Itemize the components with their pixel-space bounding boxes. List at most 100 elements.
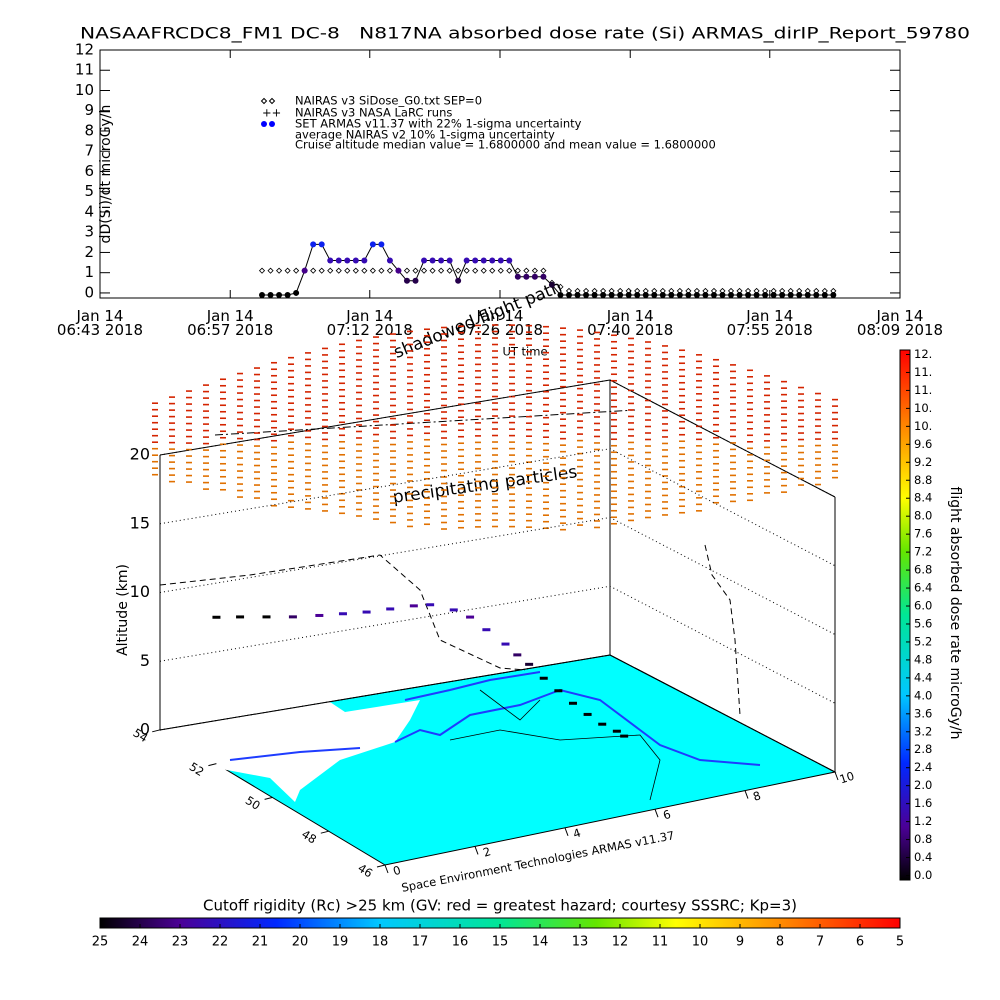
z-tick-label: 5	[140, 651, 150, 670]
dot-marker	[284, 291, 291, 298]
colorbar-tick-label: 10.	[914, 401, 932, 415]
diamond-marker	[446, 267, 453, 274]
x-tick-label: 6	[661, 807, 672, 823]
colorbar-tick-label: 7	[816, 935, 824, 950]
diamond-marker	[429, 267, 436, 274]
z-axis-label: Altitude (km)	[115, 564, 131, 656]
diamond-marker	[335, 267, 342, 274]
colorbar-tick-label: 7.6	[914, 527, 932, 541]
colorbar-tick-label: 6.8	[914, 563, 932, 577]
diamond-marker	[403, 267, 411, 274]
dot-marker	[617, 291, 624, 298]
dot-marker	[710, 291, 717, 298]
diamond-marker	[293, 267, 300, 274]
dot-marker	[429, 257, 436, 264]
legend-label: SET ARMAS v11.37 with 22% 1-sigma uncert…	[295, 117, 582, 131]
x-tick-label: 8	[751, 788, 762, 804]
dot-marker	[395, 267, 402, 274]
y-tick-label: 1	[84, 263, 94, 281]
grid-line	[159, 516, 836, 635]
dot-marker	[301, 267, 308, 274]
dot-marker	[480, 257, 487, 264]
colorbar-tick-label: 24	[132, 935, 149, 950]
y-tick-label: 6	[84, 162, 94, 180]
dot-marker	[745, 291, 752, 298]
colorbar-tick-label: 9.2	[914, 455, 932, 469]
colorbar-tick-label: 8	[776, 935, 784, 950]
dot-marker	[804, 291, 811, 298]
tick-mark	[834, 771, 839, 781]
colorbar-tick-label: 10	[692, 935, 709, 950]
diamond-marker	[276, 267, 283, 274]
y-tick-label: 7	[84, 142, 94, 160]
colorbar-tick-label: 21	[252, 935, 269, 950]
colorbar-tick-label: 3.6	[914, 706, 932, 720]
dot-marker	[702, 291, 709, 298]
colorbar-tick-label: 6.4	[914, 581, 932, 595]
legend-symbol: ++	[262, 106, 281, 120]
chart-title: NASAAFRCDC8_FM1 DC-8 N817NA absorbed dos…	[80, 24, 970, 44]
colorbar-tick-label: 9	[736, 935, 744, 950]
y-tick-label: 54	[131, 726, 151, 746]
diamond-marker	[318, 267, 325, 274]
dot-marker	[523, 273, 530, 280]
diamond-marker	[386, 267, 393, 274]
legend-symbol	[268, 97, 276, 105]
colorbar-tick-label: 8.4	[914, 491, 932, 505]
colorbar-tick-label: 8.8	[914, 473, 932, 487]
tick-mark	[744, 790, 749, 799]
dot-marker	[344, 257, 351, 264]
path-shadow	[704, 544, 741, 716]
colorbar-label: flight absorbed dose rate microGy/h	[947, 487, 963, 740]
colorbar-tick-label: 5.2	[914, 634, 932, 648]
dot-marker	[719, 291, 726, 298]
diamond-marker	[344, 267, 351, 274]
diamond-marker	[455, 267, 462, 274]
y-tick-label: 50	[243, 793, 263, 813]
x-tick-label: Jan 14 07:55 2018	[727, 307, 813, 339]
diamond-marker	[497, 267, 504, 274]
y-tick-label: 3	[84, 223, 94, 241]
legend-label: NAIRAS v3 NASA LaRC runs	[295, 106, 452, 120]
dot-marker	[472, 257, 479, 264]
dot-marker	[361, 257, 368, 264]
dot-marker	[489, 257, 496, 264]
dot-marker	[531, 273, 538, 280]
colorbar-tick-label: 17	[412, 935, 429, 950]
legend-symbol	[261, 121, 267, 127]
grid-line	[159, 379, 836, 498]
dot-marker	[497, 257, 504, 264]
diamond-marker	[420, 267, 428, 274]
y-tick-label: 4	[84, 202, 94, 220]
x-tick-label: Jan 14 08:09 2018	[857, 307, 943, 339]
diamond-marker	[506, 267, 513, 274]
dot-marker	[557, 291, 564, 298]
colorbar-tick-label: 22	[212, 935, 229, 950]
colorbar-tick-label: 12	[612, 935, 629, 950]
dot-marker	[728, 291, 735, 298]
dot-marker	[574, 291, 581, 298]
dot-marker	[293, 289, 300, 296]
colorbar-tick-label: 14	[532, 935, 549, 950]
dot-marker	[813, 291, 820, 298]
dot-marker	[259, 291, 266, 298]
colorbar-tick-label: 11.	[914, 383, 932, 397]
colorbar-tick-label: 2.4	[914, 760, 932, 774]
dot-marker	[421, 257, 428, 264]
colorbar-tick-label: 9.6	[914, 437, 932, 451]
colorbar-tick-label: 0.8	[914, 832, 932, 846]
dot-marker	[676, 291, 683, 298]
x-tick-label: Jan 14 06:57 2018	[187, 307, 273, 339]
diamond-marker	[310, 267, 317, 274]
dot-marker	[770, 291, 777, 298]
colorbar-tick-label: 15	[492, 935, 509, 950]
colorbar-tick-label: 5.6	[914, 616, 932, 630]
diamond-marker	[523, 267, 530, 274]
diamond-marker	[412, 267, 419, 274]
dot-marker	[796, 291, 803, 298]
y-tick-label: 10	[75, 81, 94, 99]
y-tick-label: 2	[84, 243, 94, 261]
dot-marker	[830, 291, 837, 298]
dot-marker	[318, 241, 325, 248]
colorbar-tick-label: 2.0	[914, 778, 932, 792]
